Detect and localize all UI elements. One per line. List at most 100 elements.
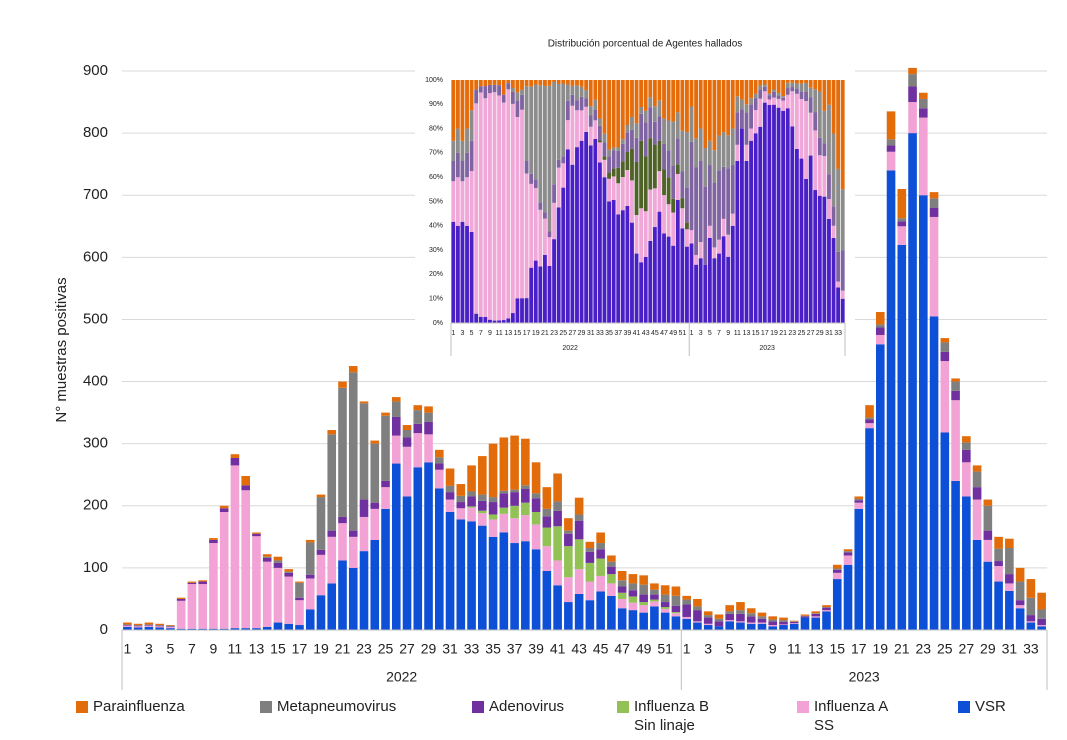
bar-segment [209, 543, 218, 629]
inset-bar-segment [675, 164, 680, 174]
inset-bar-segment [739, 99, 744, 110]
inset-bar-segment [822, 196, 827, 323]
inset-bar-segment [575, 147, 579, 323]
inset-bar-segment [836, 168, 841, 252]
inset-bar-segment [776, 98, 781, 108]
bar-segment [467, 465, 476, 492]
inset-bar-segment [721, 132, 726, 167]
inset-x-tick-label: 7 [717, 330, 721, 337]
inset-bar-segment [579, 110, 584, 141]
inset-bar-segment [561, 83, 566, 157]
bar-segment [176, 600, 186, 629]
bar-segment [305, 539, 315, 543]
inset-x-tick-label: 47 [660, 330, 668, 337]
x-tick-label: 29 [980, 641, 996, 657]
inset-bar-segment [652, 188, 657, 228]
legend-item: Adenovirus [472, 697, 581, 716]
bar-segment [338, 560, 347, 630]
bar-segment [478, 513, 487, 526]
bar-segment [499, 513, 509, 533]
bar-segment [886, 170, 896, 630]
bar-segment [886, 145, 896, 152]
bar-segment [391, 463, 401, 630]
bar-segment [316, 494, 326, 498]
bar-segment [252, 536, 261, 629]
bar-segment [488, 443, 498, 498]
inset-bar-segment [694, 80, 699, 139]
inset-bar-segment [556, 159, 561, 168]
inset-bar-segment [565, 100, 570, 121]
bar-segment [639, 584, 648, 595]
bar-segment [940, 351, 950, 362]
bar-segment [198, 628, 207, 630]
x-tick-label: 11 [228, 641, 243, 657]
bar-segment [822, 610, 831, 612]
inset-bar-segment [556, 207, 561, 323]
bar-segment [564, 602, 573, 630]
x-tick-label: 35 [485, 641, 501, 657]
bar-segment [499, 493, 509, 508]
inset-x-tick-label: 11 [495, 330, 502, 337]
inset-bar-segment [570, 85, 575, 95]
inset-bar-segment [556, 80, 561, 84]
inset-bar-segment [808, 155, 813, 323]
inset-bar-segment [831, 133, 836, 207]
bar-segment [144, 626, 154, 630]
bar-segment [467, 521, 476, 630]
bar-segment [1005, 583, 1014, 591]
bar-segment [843, 555, 853, 565]
bar-segment [972, 471, 982, 488]
inset-bar-segment [666, 177, 671, 205]
bar-segment [327, 530, 337, 537]
inset-bar-segment [602, 80, 607, 134]
inset-bar-segment [515, 298, 520, 323]
bar-segment [693, 598, 702, 607]
bar-segment [994, 536, 1003, 549]
bar-segment [714, 621, 724, 627]
inset-x-tick-label: 33 [834, 330, 842, 337]
bar-segment [262, 557, 272, 562]
bar-segment [1037, 618, 1046, 626]
bar-segment [198, 581, 207, 585]
inset-bar-segment [506, 83, 511, 90]
bar-segment [650, 606, 659, 630]
bar-segment [499, 507, 509, 514]
inset-bar-segment [772, 89, 776, 92]
inset-bar-segment [584, 98, 589, 107]
inset-bar-segment [579, 140, 584, 323]
legend-swatch [617, 701, 629, 713]
inset-bar-segment [666, 80, 671, 121]
y-axis-label: N° muestras positivas [53, 277, 70, 422]
inset-bar-segment [698, 242, 703, 259]
inset-bar-segment [492, 84, 497, 93]
x-tick-label: 7 [747, 641, 755, 657]
bar-segment [951, 378, 960, 382]
inset-bar-segment [538, 202, 543, 210]
inset-bar-segment [744, 112, 749, 145]
bar-segment [746, 608, 756, 614]
inset-x-tick-label: 27 [807, 330, 815, 337]
inset-bar-segment [597, 140, 602, 143]
bar-segment [123, 625, 132, 626]
bar-segment [854, 498, 864, 501]
bar-segment [316, 554, 326, 596]
bar-segment [284, 576, 294, 624]
bar-segment [467, 506, 476, 508]
bar-segment [262, 626, 272, 630]
inset-bar-segment [762, 102, 767, 324]
bar-segment [757, 612, 767, 617]
inset-bar-segment [822, 80, 827, 111]
bar-segment [488, 519, 498, 537]
bar-segment [650, 589, 659, 595]
bar-segment [779, 624, 788, 626]
bar-segment [316, 497, 326, 550]
bar-segment [574, 593, 584, 630]
inset-bar-segment [813, 89, 818, 113]
x-tick-label: 23 [356, 641, 372, 657]
inset-bar-segment [776, 80, 781, 94]
inset-bar-segment [735, 144, 740, 161]
inset-bar-segment [538, 85, 543, 203]
inset-bar-segment [694, 167, 699, 255]
inset-bar-segment [707, 237, 712, 323]
bar-segment [650, 599, 659, 602]
